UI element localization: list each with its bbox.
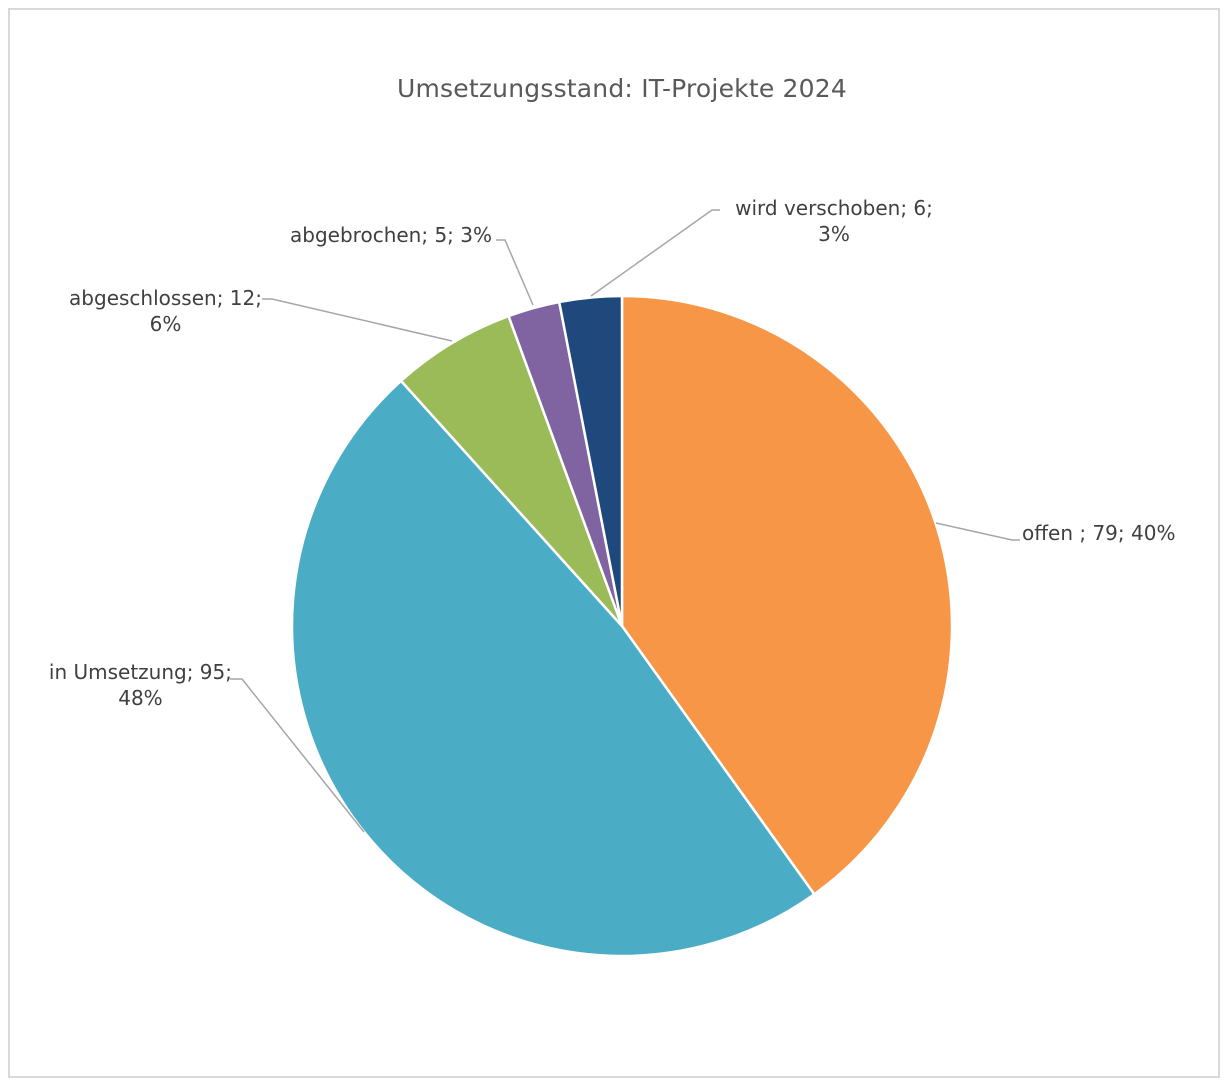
pie-slice-4: [557, 294, 624, 628]
pie-slice-0: [620, 294, 954, 896]
data-label-0: offen ; 79; 40%: [1022, 521, 1175, 545]
leader-line-3: [496, 239, 534, 306]
data-label-3: abgebrochen; 5; 3%: [290, 223, 492, 247]
data-label-4: wird verschoben; 6; 3%: [735, 196, 933, 246]
pie-slice-1: [290, 379, 816, 958]
leader-line-2: [262, 298, 453, 342]
data-label-1: in Umsetzung; 95; 48%: [49, 660, 232, 710]
leader-line-4: [590, 209, 720, 297]
leader-line-0: [935, 522, 1020, 541]
leader-line-1: [230, 678, 365, 833]
chart-title: Umsetzungsstand: IT-Projekte 2024: [397, 74, 847, 103]
pie-slice-2: [399, 314, 624, 628]
data-label-2: abgeschlossen; 12; 6%: [69, 286, 262, 336]
